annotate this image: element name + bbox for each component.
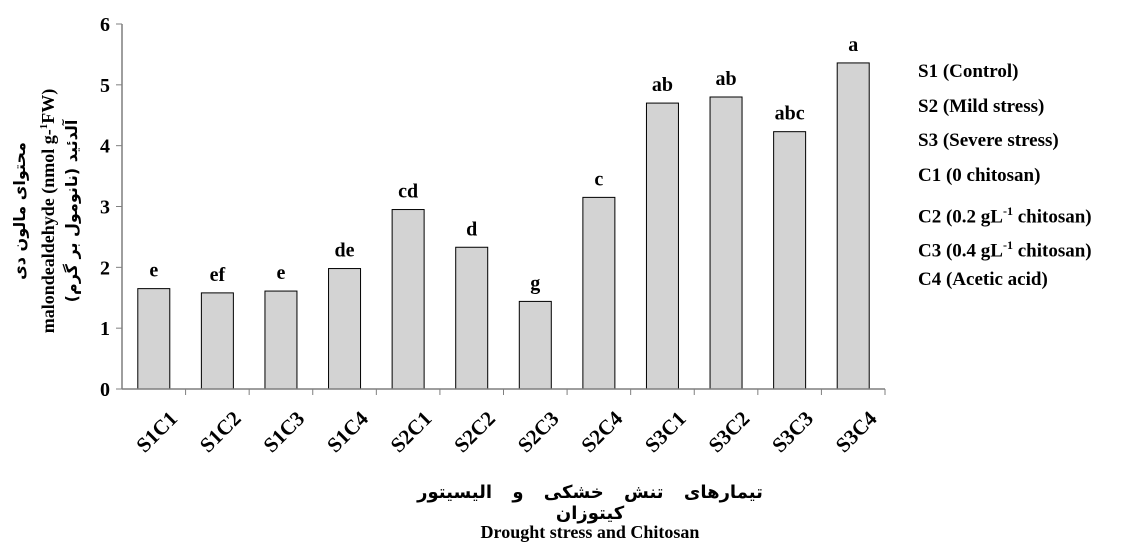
significance-letter-s3c4: a [848,34,858,56]
bar-s1c3 [264,290,298,390]
legend-item-c2-sup: -1 [1002,203,1013,218]
legend-item-c2: C2 (0.2 gL-1 chitosan) [918,197,1092,232]
x-tick-label-s2c2: S2C2 [449,406,500,457]
y-axis-label-english: malondealdehyde (nmol g-1FW) [32,1,60,421]
y-axis-label-english-tail: FW) [38,88,58,124]
y-axis-label-english-sup: 1 [38,123,50,130]
bar-s2c4 [582,196,616,390]
legend-item-c3: C3 (0.4 gL-1 chitosan) [918,231,1092,266]
y-axis-label-english-main: malondealdehyde (nmol g- [38,129,58,334]
y-axis-label-persian-line2: آلدئید (نانومول بر گرم) [62,119,81,303]
x-tick-label-s2c4: S2C4 [576,406,627,457]
bars-group [137,62,870,390]
x-axis-ticks: S1C1 S1C2 S1C3 S1C4 S2C1 S2C2 S2C3 S2C4 S3C1 S3C2… [131,389,886,457]
x-tick-label-s1c2: S1C2 [195,406,246,457]
significance-letter-s1c2: ef [210,264,226,286]
x-tick-label-s2c1: S2C1 [386,406,437,457]
bar-s1c4 [328,268,362,390]
x-tick-label-s3c2: S3C2 [704,406,755,457]
y-axis-label: محتوای مالون دی malondealdehyde (nmol g-… [8,1,84,421]
bar-s3c4 [836,62,870,390]
legend-item-c3-sup: -1 [1002,238,1013,253]
x-tick-label-s1c3: S1C3 [258,406,309,457]
bar-s2c1 [391,209,425,390]
bar-s3c3 [773,131,807,390]
x-tick-label-s3c3: S3C3 [767,406,818,457]
significance-letters-group: e ef e de cd d g c ab ab abc a [149,34,858,294]
significance-letter-s1c1: e [149,260,158,282]
bar-s1c2 [200,292,234,390]
significance-letter-s1c3: e [277,262,286,284]
y-tick-label-6: 6 [100,14,110,36]
significance-letter-s3c2: ab [715,68,736,90]
legend-item-c1: C1 (0 chitosan) [918,165,1041,187]
y-axis-ticks: 0 1 2 3 4 5 6 [100,14,122,401]
y-tick-label-0: 0 [100,379,110,401]
significance-letter-s2c1: cd [398,181,418,203]
bar-s2c3 [518,300,552,390]
bar-s3c2 [709,96,743,390]
legend-item-c3-pre: C3 (0.4 gL [918,240,1003,262]
y-axis-label-persian-line1: محتوای مالون دی [10,142,29,280]
significance-letter-s2c2: d [466,218,477,240]
bar-s3c1 [645,102,679,390]
significance-letter-s1c4: de [335,240,355,262]
significance-letter-s2c4: c [594,168,603,190]
x-tick-label-s1c4: S1C4 [322,406,373,457]
legend: S1 (Control) S2 (Mild stress) S3 (Severe… [918,58,1092,301]
significance-letter-s3c1: ab [652,74,673,96]
legend-item-s3: S3 (Severe stress) [918,130,1059,152]
bar-s2c2 [455,246,489,390]
legend-item-c2-post: chitosan) [1012,206,1092,228]
x-axis-label-english: Drought stress and Chitosan [480,522,700,542]
x-tick-label-s3c1: S3C1 [640,406,691,457]
legend-item-c4: C4 (Acetic acid) [918,269,1048,291]
legend-item-c3-post: chitosan) [1012,240,1092,262]
bar-s1c1 [137,288,171,390]
significance-letter-s3c3: abc [775,103,805,125]
y-tick-label-2: 2 [100,257,110,279]
significance-letter-s2c3: g [530,272,540,294]
y-tick-label-5: 5 [100,75,110,97]
y-tick-label-1: 1 [100,318,110,340]
legend-item-s1: S1 (Control) [918,61,1019,82]
x-tick-label-s2c3: S2C3 [513,406,564,457]
legend-item-s2: S2 (Mild stress) [918,95,1045,117]
x-tick-label-s1c1: S1C1 [131,406,182,457]
x-tick-label-s3c4: S3C4 [831,406,882,457]
legend-item-c2-pre: C2 (0.2 gL [918,206,1003,228]
y-tick-label-3: 3 [100,197,110,219]
x-axis-label-persian: تیمارهای تنش خشکی و الیسیتور کیتوزان [417,482,763,524]
y-tick-label-4: 4 [100,136,110,158]
